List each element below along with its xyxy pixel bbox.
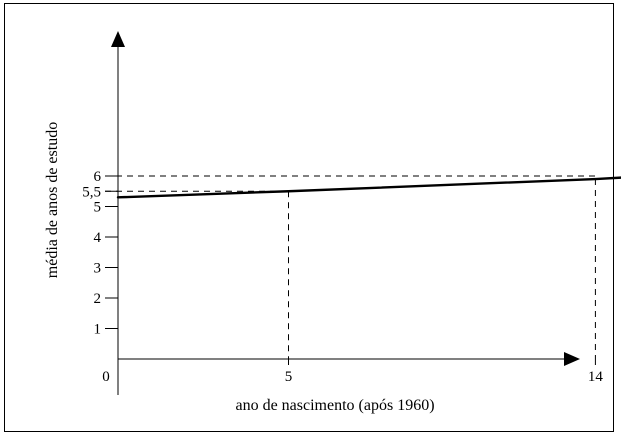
y-tick-label-1: 2 <box>94 291 102 307</box>
series-lines <box>116 176 621 199</box>
outer-border <box>4 3 614 432</box>
y-tick-label-2: 3 <box>94 261 102 277</box>
y-tick-label-0: 1 <box>94 322 102 338</box>
chart-axes <box>111 31 580 395</box>
x-tick-label-1: 14 <box>588 369 604 385</box>
x-tick-label-0: 5 <box>285 369 293 385</box>
y-tick-label-5: 5,5 <box>82 184 101 200</box>
reference-guides <box>105 175 596 359</box>
y-tick-label-3: 4 <box>94 230 102 246</box>
y-axis-ticks: 1 2 3 4 55,56 <box>82 169 118 338</box>
x-axis-ticks: 5 14 <box>285 359 604 385</box>
origin-label: 0 <box>102 369 110 385</box>
y-tick-label-4: 5 <box>94 200 102 216</box>
y-axis-title: média de anos de estudo <box>44 122 61 278</box>
x-axis-arrowhead <box>564 352 580 366</box>
y-tick-label-6: 6 <box>94 169 102 185</box>
y-axis-arrowhead <box>111 31 125 47</box>
series-line-0 <box>116 176 621 199</box>
x-axis-title: ano de nascimento (após 1960) <box>235 397 434 414</box>
